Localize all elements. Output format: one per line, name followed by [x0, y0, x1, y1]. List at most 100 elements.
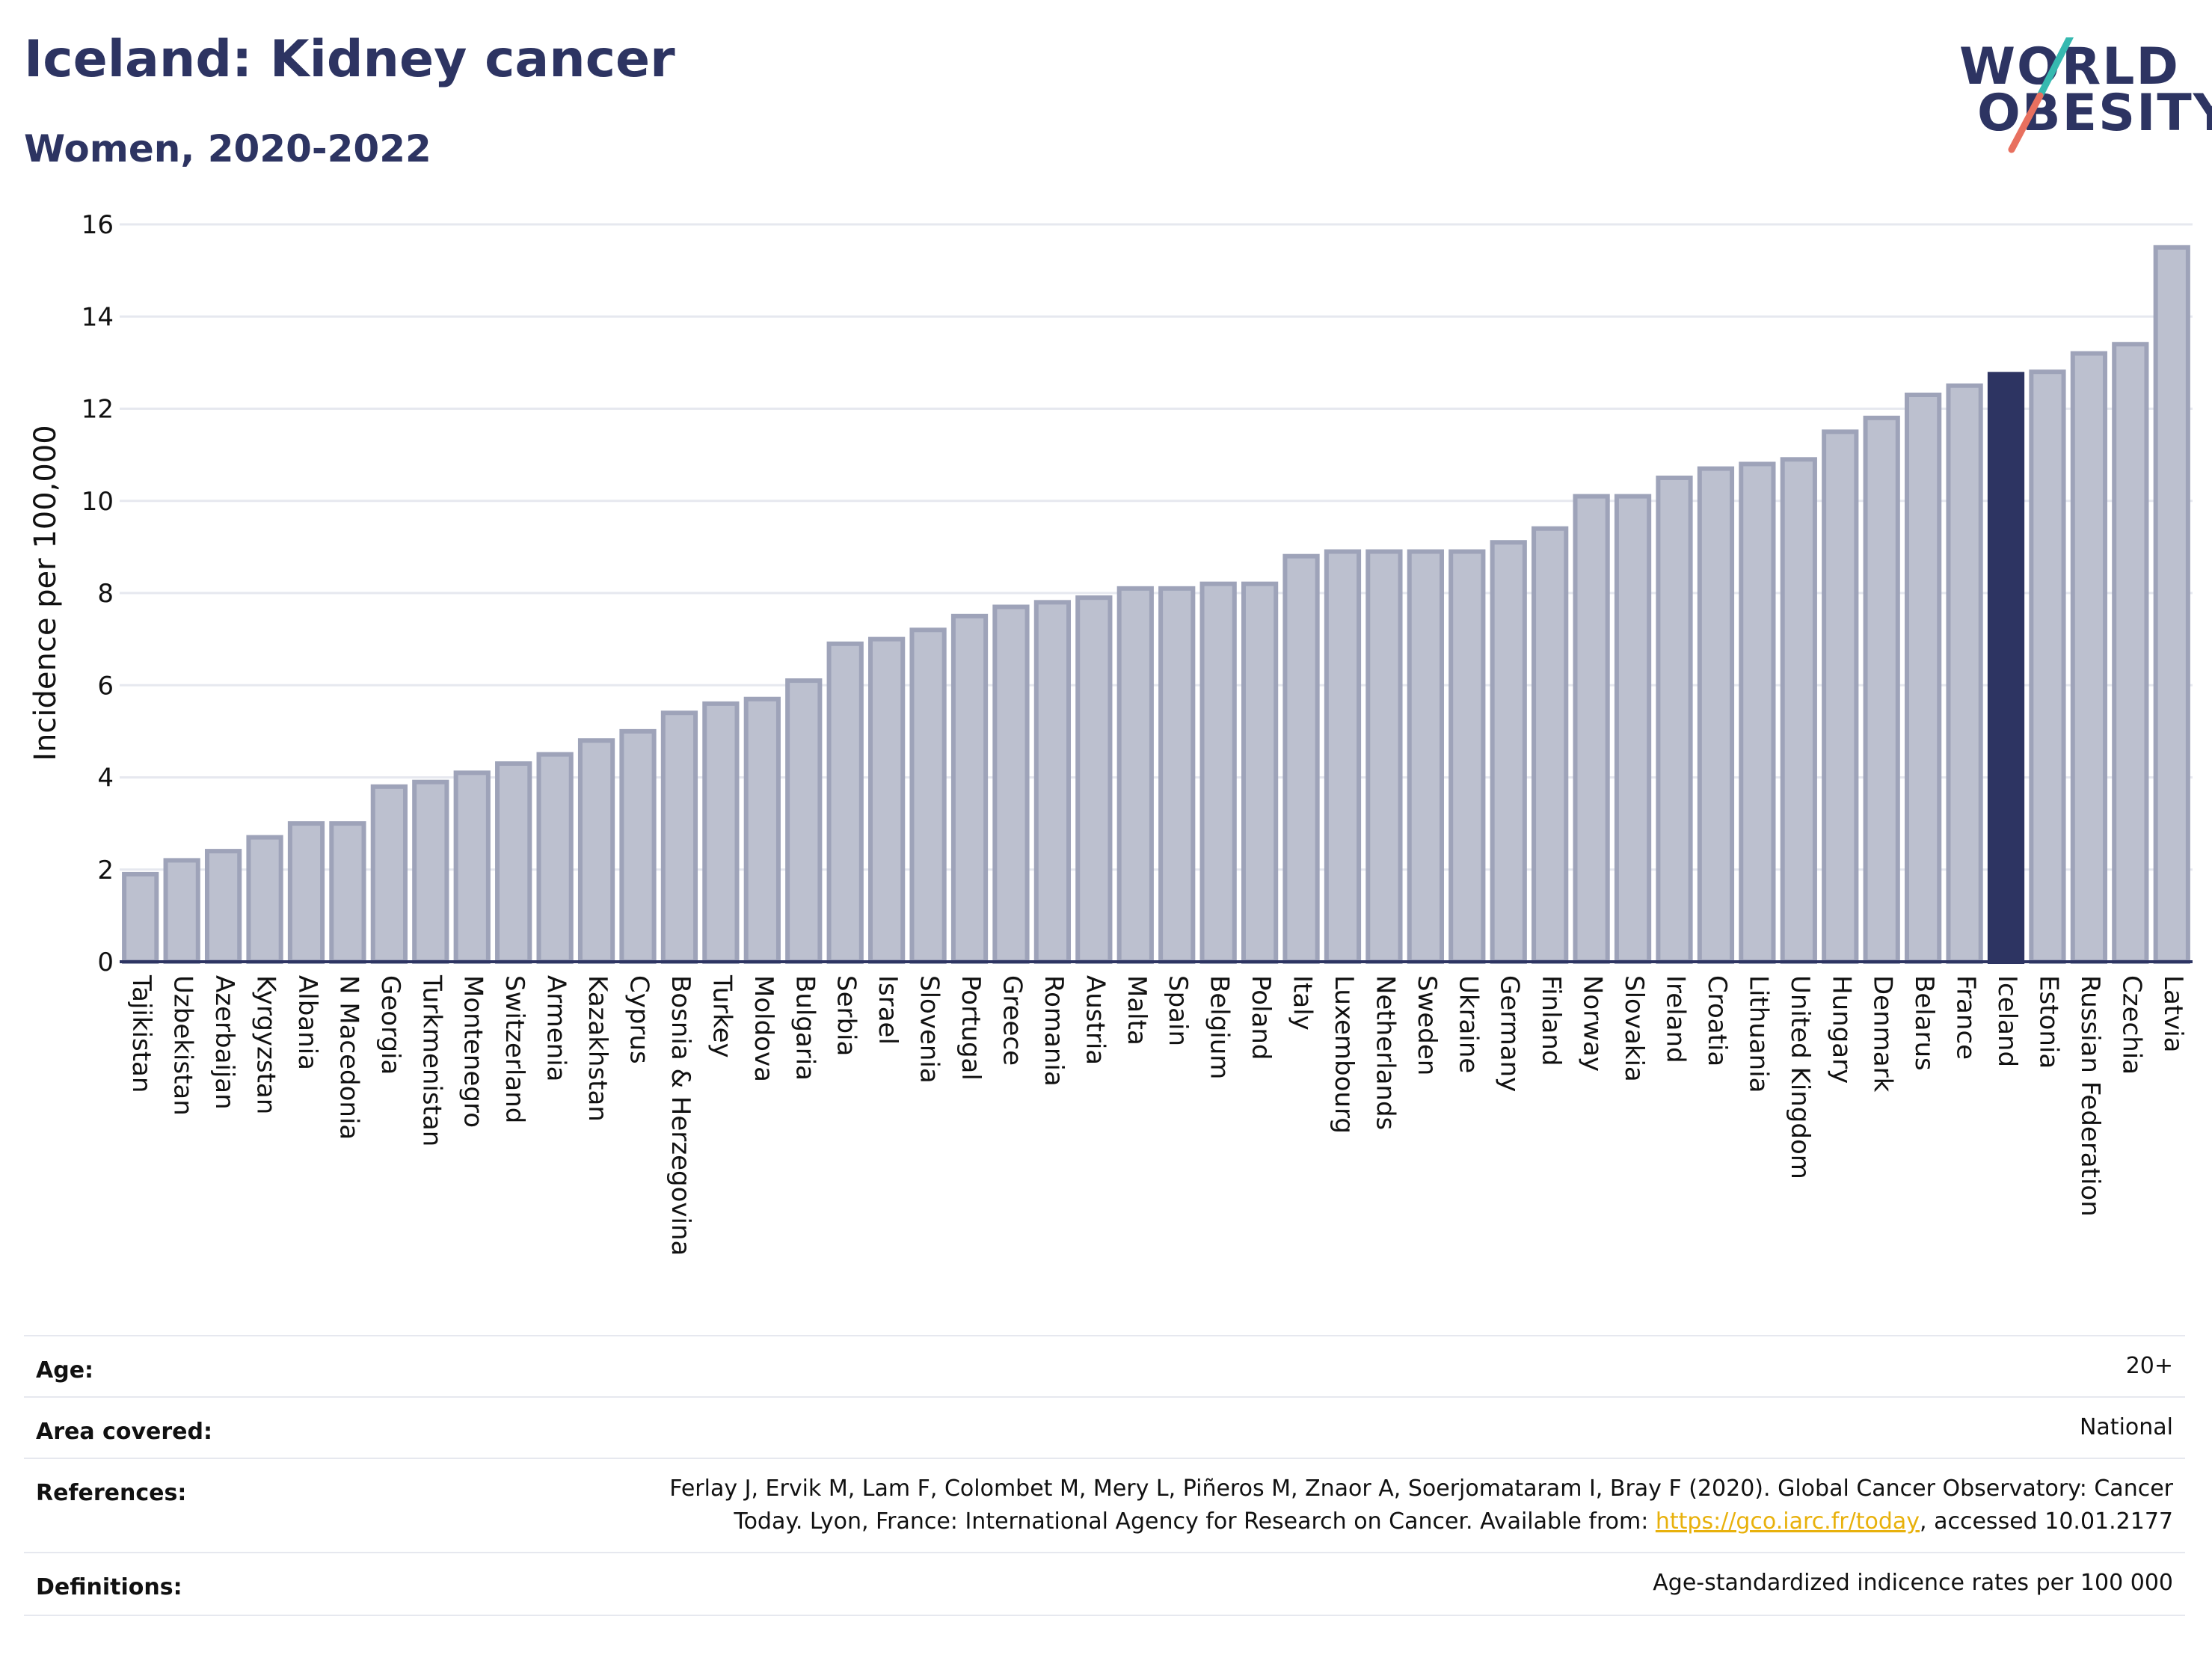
x-tick-label: Ireland	[1661, 975, 1691, 1063]
x-tick-label: Netherlands	[1370, 975, 1400, 1130]
bar	[1407, 549, 1444, 965]
bar	[868, 636, 906, 964]
bar	[536, 752, 574, 964]
x-tick-label: Belgium	[1205, 975, 1235, 1079]
x-tick-label: Norway	[1578, 975, 1608, 1072]
x-tick-label: Bosnia & Herzegovina	[666, 975, 695, 1256]
references-line2-pre: Today. Lyon, France: International Agenc…	[734, 1508, 1656, 1535]
x-tick-label: Austria	[1080, 975, 1110, 1065]
logo-line2: OBESITY	[1977, 84, 2212, 143]
bar	[1573, 494, 1610, 964]
references-line2: Today. Lyon, France: International Agenc…	[669, 1505, 2173, 1538]
x-tick-label: Croatia	[1702, 975, 1732, 1066]
x-tick-label: Latvia	[2158, 975, 2188, 1053]
bar	[1614, 494, 1652, 964]
bar	[204, 849, 242, 964]
bar	[1822, 429, 1859, 964]
bar	[1739, 461, 1776, 964]
bar	[370, 784, 408, 965]
age-label: Age:	[36, 1357, 94, 1384]
bar	[2153, 245, 2190, 964]
bar	[909, 627, 947, 964]
logo-line1: WORLD	[1959, 37, 2180, 96]
x-tick-label: Iceland	[1992, 975, 2022, 1067]
x-tick-label: Spain	[1163, 975, 1193, 1046]
bar	[619, 728, 657, 964]
bar	[1697, 466, 1735, 964]
bar	[1282, 553, 1320, 964]
bar-chart: 0 2 4 6 8 10 12 14 16 Incidence per 100,000 Tajiki…	[28, 210, 2193, 1256]
x-tick-label: Ukraine	[1453, 975, 1483, 1073]
x-tick-label: Slovenia	[915, 975, 944, 1084]
bar	[1116, 586, 1154, 965]
bar	[412, 779, 449, 964]
bar	[1033, 600, 1072, 964]
definitions-label: Definitions:	[36, 1574, 182, 1600]
y-axis-label: Incidence per 100,000	[28, 425, 63, 761]
x-tick-label: Greece	[997, 975, 1027, 1066]
x-tick-label: Armenia	[541, 975, 571, 1082]
x-tick-label: Russian Federation	[2075, 975, 2105, 1217]
x-tick-label: Uzbekistan	[168, 975, 198, 1116]
bar	[992, 604, 1030, 964]
x-tick-label: France	[1951, 975, 1981, 1060]
bar	[1987, 372, 2025, 964]
bar	[1863, 415, 1900, 964]
x-tick-label: Portugal	[956, 975, 986, 1081]
bar	[122, 871, 159, 964]
references-link[interactable]: https://gco.iarc.fr/today	[1655, 1508, 1920, 1535]
x-tick-label: Montenegro	[458, 975, 488, 1128]
definitions-value: Age-standardized indicence rates per 100…	[1653, 1570, 2173, 1596]
y-tick-label: 8	[97, 579, 114, 609]
info-row-definitions: Definitions: Age-standardized indicence …	[24, 1552, 2185, 1616]
bar	[1324, 549, 1362, 965]
x-tick-label: Turkey	[707, 974, 737, 1058]
y-tick-label: 10	[82, 487, 114, 517]
bar	[2070, 351, 2108, 965]
y-tick-label: 4	[97, 764, 114, 793]
bar	[329, 821, 366, 964]
bar	[1531, 526, 1569, 965]
bar	[495, 761, 532, 964]
x-tick-label: Bulgaria	[790, 975, 820, 1081]
info-row-references: References: Ferlay J, Ervik M, Lam F, Co…	[24, 1458, 2185, 1553]
x-tick-label: Belarus	[1909, 975, 1939, 1071]
bar	[163, 858, 200, 964]
chart-title: Iceland: Kidney cancer	[24, 30, 675, 89]
x-tick-label: Serbia	[832, 975, 861, 1056]
x-tick-label: Finland	[1536, 975, 1566, 1066]
x-tick-label: Slovakia	[1619, 975, 1649, 1082]
bar	[1448, 549, 1486, 965]
bar	[1905, 393, 1942, 964]
x-tick-label: United Kingdom	[1785, 975, 1815, 1179]
bar	[1946, 383, 1983, 964]
bar	[660, 710, 698, 964]
y-tick-label: 6	[97, 671, 114, 701]
x-tick-label: Malta	[1122, 975, 1152, 1045]
bar	[1780, 457, 1817, 965]
bar	[246, 835, 283, 964]
x-tick-label: Luxembourg	[1329, 975, 1359, 1134]
x-tick-label: Moldova	[749, 975, 778, 1082]
x-tick-label: Italy	[1288, 975, 1318, 1031]
area-label: Area covered:	[36, 1419, 212, 1445]
y-tick-label: 2	[97, 856, 114, 885]
x-tick-label: Czechia	[2116, 975, 2146, 1075]
x-tick-label: Hungary	[1826, 975, 1856, 1084]
x-tick-label: Kazakhstan	[583, 975, 612, 1122]
bar	[826, 641, 864, 964]
bar	[2029, 369, 2066, 964]
x-tick-label: Switzerland	[500, 975, 529, 1123]
bar	[1365, 549, 1403, 965]
x-tick-label: Tajikistan	[126, 974, 156, 1093]
y-tick-label: 0	[97, 948, 114, 977]
x-tick-label: Israel	[873, 975, 903, 1045]
chart-subtitle: Women, 2020-2022	[24, 127, 431, 171]
logo-slash-icon	[2008, 37, 2074, 153]
info-row-area: Area covered: National	[24, 1396, 2185, 1459]
x-tick-label: Albania	[292, 975, 322, 1070]
bar	[950, 613, 989, 964]
x-tick-label: Germany	[1495, 975, 1525, 1092]
references-value: Ferlay J, Ervik M, Lam F, Colombet M, Me…	[669, 1473, 2173, 1538]
world-obesity-logo: WORLD OBESITY	[1944, 37, 2212, 165]
